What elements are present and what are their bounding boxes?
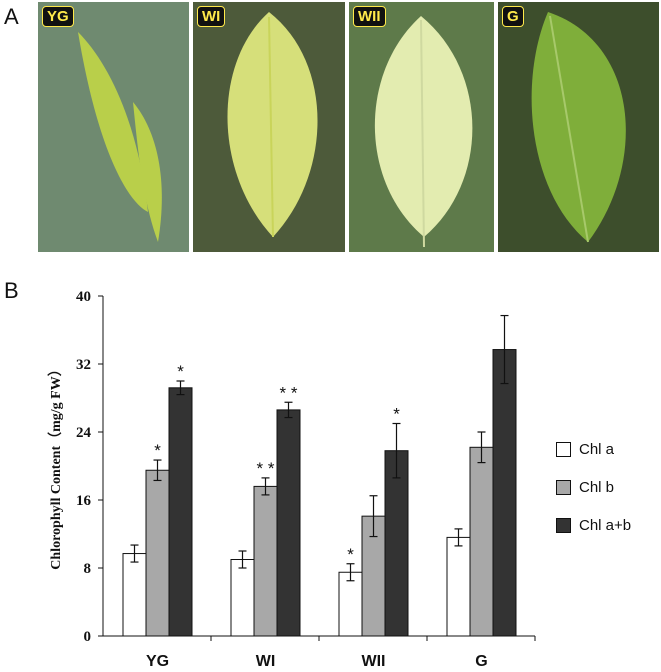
bar — [253, 485, 278, 637]
leaf-photo-wii: WII — [349, 2, 494, 252]
legend-label: Chl b — [579, 478, 615, 496]
y-tick-label: 16 — [76, 493, 92, 509]
y-tick-label: 0 — [84, 629, 92, 645]
x-tick-label: YG — [146, 653, 169, 670]
bar — [168, 387, 193, 637]
bar — [276, 409, 301, 637]
legend-entry: Chl a — [556, 430, 631, 468]
y-axis-label: Chlorophyll Content（mg/g FW） — [48, 362, 64, 569]
photo-tag-wii: WII — [353, 6, 386, 27]
significance-mark: * — [177, 362, 184, 381]
significance-mark: * * — [257, 459, 275, 478]
leaf-g-image — [498, 2, 659, 252]
panel-a-label: A — [4, 4, 19, 29]
photo-tag-wi: WI — [197, 6, 226, 27]
leaf-wii-image — [349, 2, 494, 252]
significance-mark: * — [393, 405, 400, 424]
significance-mark: * — [154, 441, 161, 460]
bar — [338, 571, 363, 637]
leaf-photo-g: G — [498, 2, 659, 252]
significance-mark: * — [347, 545, 354, 564]
bar — [230, 559, 255, 637]
legend-label: Chl a — [579, 440, 615, 458]
leaf-yg-image — [38, 2, 189, 252]
chart-legend: Chl a Chl b Chl a+b — [556, 430, 631, 544]
significance-mark: * * — [280, 383, 298, 402]
panel-b-label: B — [4, 278, 19, 303]
leaf-photo-wi: WI — [193, 2, 345, 252]
legend-swatch — [556, 441, 571, 457]
x-tick-label: G — [475, 653, 487, 670]
y-tick-label: 40 — [76, 289, 91, 305]
legend-entry: Chl b — [556, 468, 631, 506]
bar — [469, 446, 494, 637]
legend-swatch — [556, 517, 571, 533]
chlorophyll-bar-chart: 0 8 16 24 32 40 Chlorophyll Content（mg/g FW） * *… — [48, 289, 536, 670]
y-tick-label: 24 — [76, 425, 92, 441]
y-tick-label: 8 — [84, 561, 92, 577]
photo-tag-g: G — [502, 6, 524, 27]
legend-entry: Chl a+b — [556, 506, 631, 544]
bar — [446, 536, 471, 637]
leaf-wi-image — [193, 2, 345, 252]
bar — [492, 349, 517, 637]
x-tick-label: WI — [256, 653, 276, 670]
x-tick-label: WII — [362, 653, 386, 670]
leaf-photo-yg: YG — [38, 2, 189, 252]
photo-tag-yg: YG — [42, 6, 74, 27]
y-tick-label: 32 — [76, 357, 91, 373]
bar — [145, 469, 170, 637]
legend-label: Chl a+b — [579, 516, 632, 534]
bar — [122, 553, 147, 637]
legend-swatch — [556, 479, 571, 495]
